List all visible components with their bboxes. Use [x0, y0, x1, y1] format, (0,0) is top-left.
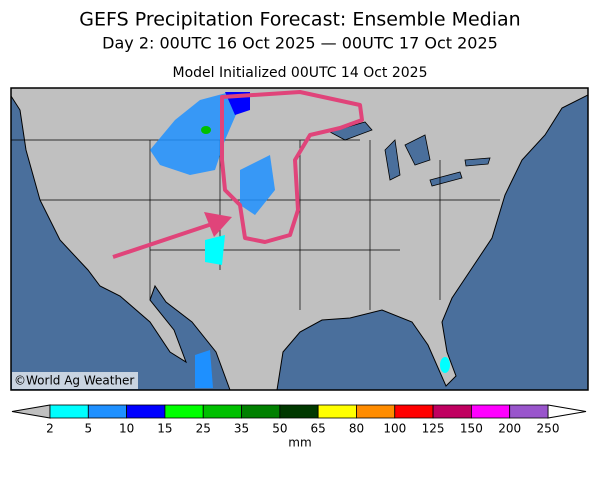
colorbar-label: 25 — [196, 422, 211, 436]
arrow-shaft — [112, 222, 213, 259]
subtitle: Day 2: 00UTC 16 Oct 2025 — 00UTC 17 Oct … — [102, 34, 498, 53]
colorbar-label: 100 — [383, 422, 406, 436]
colorbar-above — [547, 404, 587, 419]
colorbar-label: 35 — [234, 422, 249, 436]
colorbar-segment — [202, 404, 242, 419]
colorbar-label: 5 — [84, 422, 92, 436]
colorbar-segment — [241, 404, 281, 419]
colorbar-below — [11, 404, 51, 419]
colorbar-label: 10 — [119, 422, 134, 436]
colorbar-segment — [87, 404, 128, 419]
colorbar-segment — [394, 404, 434, 419]
credit: ©World Ag Weather — [14, 374, 134, 388]
colorbar-segment — [279, 404, 319, 419]
colorbar-segment — [470, 404, 511, 419]
colorbar-label: 15 — [157, 422, 172, 436]
colorbar-segment — [356, 404, 396, 419]
colorbar-label: 50 — [272, 422, 287, 436]
init-time: Model Initialized 00UTC 14 Oct 2025 — [173, 65, 428, 81]
great-lakes — [328, 121, 491, 187]
colorbar-segment — [164, 404, 204, 419]
map: ©World Ag Weather — [10, 87, 589, 391]
map-frame — [10, 87, 589, 391]
colorbar-label: 65 — [311, 422, 326, 436]
colorbar-segment — [126, 404, 166, 419]
colorbar-label: 250 — [537, 422, 560, 436]
colorbar-label: 80 — [349, 422, 364, 436]
land — [10, 87, 589, 391]
colorbar-label: 200 — [498, 422, 521, 436]
colorbar-segment — [317, 404, 357, 419]
highlight-contour — [220, 90, 364, 244]
colorbar-unit: mm — [288, 436, 311, 450]
title: GEFS Precipitation Forecast: Ensemble Me… — [79, 9, 520, 31]
arrow-head — [204, 212, 232, 237]
colorbar-segment — [509, 404, 549, 419]
precip — [150, 92, 450, 388]
colorbar-label: 125 — [422, 422, 445, 436]
colorbar-label: 2 — [46, 422, 54, 436]
colorbar-label: 150 — [460, 422, 483, 436]
colorbar-segment — [432, 404, 472, 419]
colorbar-segment — [49, 404, 89, 419]
credit-bg — [12, 372, 138, 389]
